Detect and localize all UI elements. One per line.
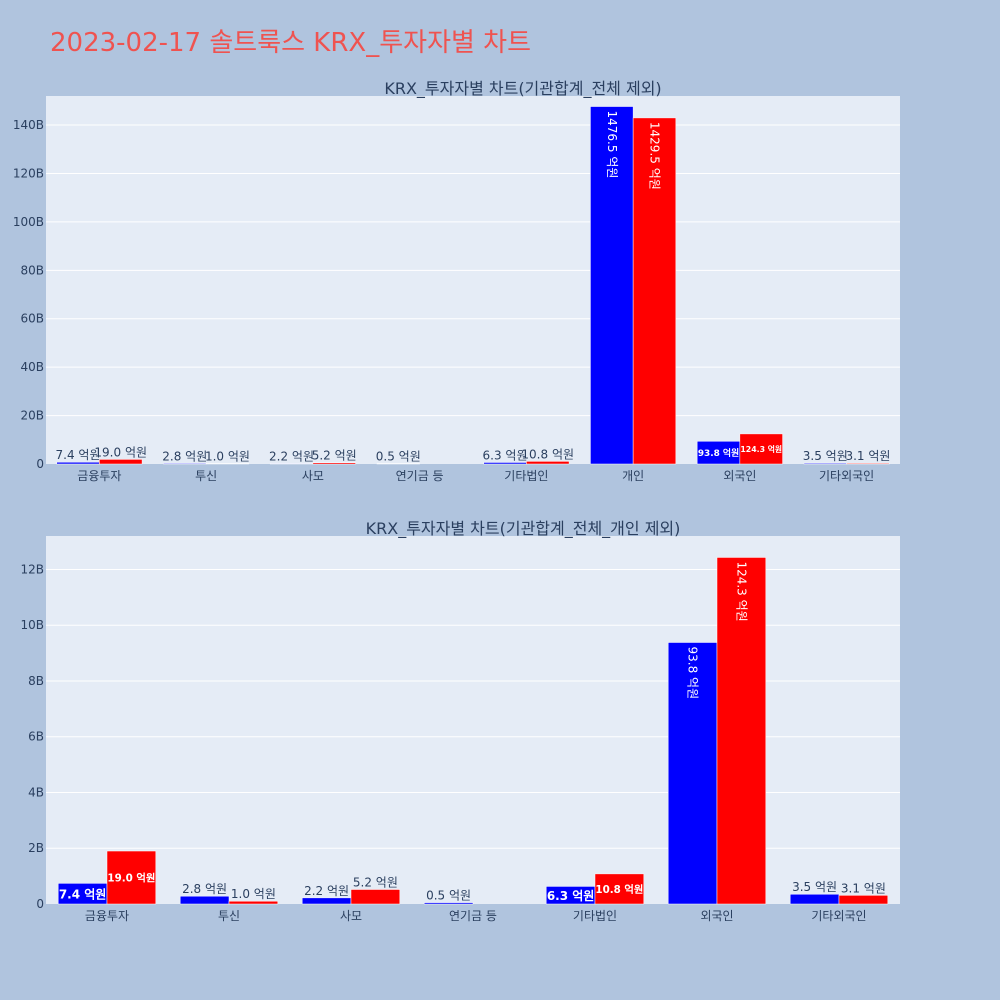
x-tick-label: 기타법인: [504, 469, 548, 483]
x-tick-label: 사모: [302, 469, 324, 483]
bar: [667, 642, 718, 905]
bar-value-label: 5.2 억원: [353, 876, 398, 890]
bar-value-label: 0.5 억원: [426, 889, 471, 903]
bar-value-label: 1429.5 억원: [647, 122, 661, 190]
page-title: 2023-02-17 솔트룩스 KRX_투자자별 차트: [50, 28, 532, 58]
bar-value-label: 3.5 억원: [792, 880, 837, 894]
bar-value-label: 0.5 억원: [376, 450, 421, 464]
x-tick-label: 기타외국인: [819, 469, 874, 483]
bar-value-label: 3.1 억원: [841, 881, 886, 895]
y-tick-label: 4B: [28, 785, 44, 799]
chart-top: KRX_투자자별 차트(기관합계_전체 제외) 0 20B 40B 60B 80B 100B…: [13, 79, 900, 483]
bar: [846, 462, 890, 465]
plot-area: [46, 536, 900, 904]
x-tick-label: 외국인: [700, 909, 733, 923]
bar: [838, 895, 889, 905]
bar: [716, 557, 767, 905]
y-tick-label: 120B: [13, 166, 44, 180]
chart-title: KRX_투자자별 차트(기관합계_전체_개인 제외): [366, 519, 681, 539]
bar: [526, 461, 570, 465]
bar-value-label: 2.8 억원: [182, 882, 227, 896]
bar: [739, 433, 783, 465]
x-tick-label: 투신: [218, 909, 240, 923]
bar-value-label: 2.2 억원: [269, 449, 314, 463]
bar: [106, 850, 157, 905]
y-tick-label: 60B: [20, 312, 44, 326]
bar-value-label: 7.4 억원: [56, 448, 101, 462]
bar-value-label: 2.2 억원: [304, 884, 349, 898]
y-tick-label: 140B: [13, 118, 44, 132]
y-tick-label: 2B: [28, 841, 44, 855]
bar: [376, 463, 420, 465]
y-tick-label: 0: [36, 897, 44, 911]
y-tick-label: 10B: [20, 618, 44, 632]
bar: [228, 900, 279, 905]
x-tick-label: 개인: [622, 469, 644, 483]
bar: [205, 463, 250, 465]
y-tick-label: 80B: [20, 263, 44, 277]
bar: [789, 893, 840, 905]
bar-value-label: 1.0 억원: [205, 450, 250, 464]
bar: [590, 106, 634, 465]
plot-area: [46, 96, 900, 464]
bar-value-label: 3.1 억원: [845, 449, 890, 463]
bar-value-label: 3.5 억원: [803, 449, 848, 463]
x-tick-label: 기타법인: [573, 909, 617, 923]
y-tick-label: 12B: [20, 562, 44, 576]
x-tick-label: 연기금 등: [396, 469, 444, 483]
x-tick-label: 투신: [195, 469, 217, 483]
x-tick-label: 기타외국인: [811, 909, 866, 923]
y-tick-label: 0: [36, 457, 44, 471]
bar: [594, 873, 645, 905]
x-tick-label: 금융투자: [77, 469, 121, 483]
bar-value-label: 93.8 억원: [686, 646, 700, 699]
bar-value-label: 19.0 억원: [107, 872, 155, 885]
y-tick-label: 20B: [20, 409, 44, 423]
x-tick-label: 연기금 등: [449, 909, 497, 923]
y-tick-label: 6B: [28, 730, 44, 744]
bar-value-label: 124.3 억원: [734, 561, 748, 621]
bar: [99, 459, 143, 465]
y-tick-label: 40B: [20, 360, 44, 374]
bar-value-label: 10.8 억원: [521, 447, 574, 461]
bar: [312, 462, 356, 465]
bar: [423, 902, 474, 905]
bar-value-label: 6.3 억원: [547, 889, 595, 903]
x-tick-label: 사모: [340, 909, 362, 923]
bar-value-label: 1.0 억원: [231, 887, 276, 901]
x-tick-label: 외국인: [723, 469, 756, 483]
bar-value-label: 93.8 억원: [698, 447, 739, 459]
y-tick-label: 100B: [13, 215, 44, 229]
bar-value-label: 5.2 억원: [312, 449, 357, 463]
bar-value-label: 1476.5 억원: [605, 111, 619, 179]
bar-value-label: 7.4 억원: [59, 887, 107, 901]
bar: [632, 117, 677, 465]
x-tick-label: 금융투자: [85, 909, 129, 923]
bar: [179, 895, 230, 905]
bar-value-label: 124.3 억원: [740, 444, 782, 454]
bar-value-label: 2.8 억원: [162, 449, 207, 463]
bar: [350, 889, 401, 905]
bar: [301, 897, 352, 905]
bar-value-label: 10.8 억원: [595, 883, 643, 896]
y-tick-label: 8B: [28, 674, 44, 688]
chart-bottom: KRX_투자자별 차트(기관합계_전체_개인 제외) 0 2B 4B 6B 8B 10B 12…: [20, 519, 900, 923]
bar-value-label: 19.0 억원: [94, 445, 147, 459]
chart-title: KRX_투자자별 차트(기관합계_전체 제외): [384, 79, 661, 99]
bar-value-label: 6.3 억원: [483, 448, 528, 462]
